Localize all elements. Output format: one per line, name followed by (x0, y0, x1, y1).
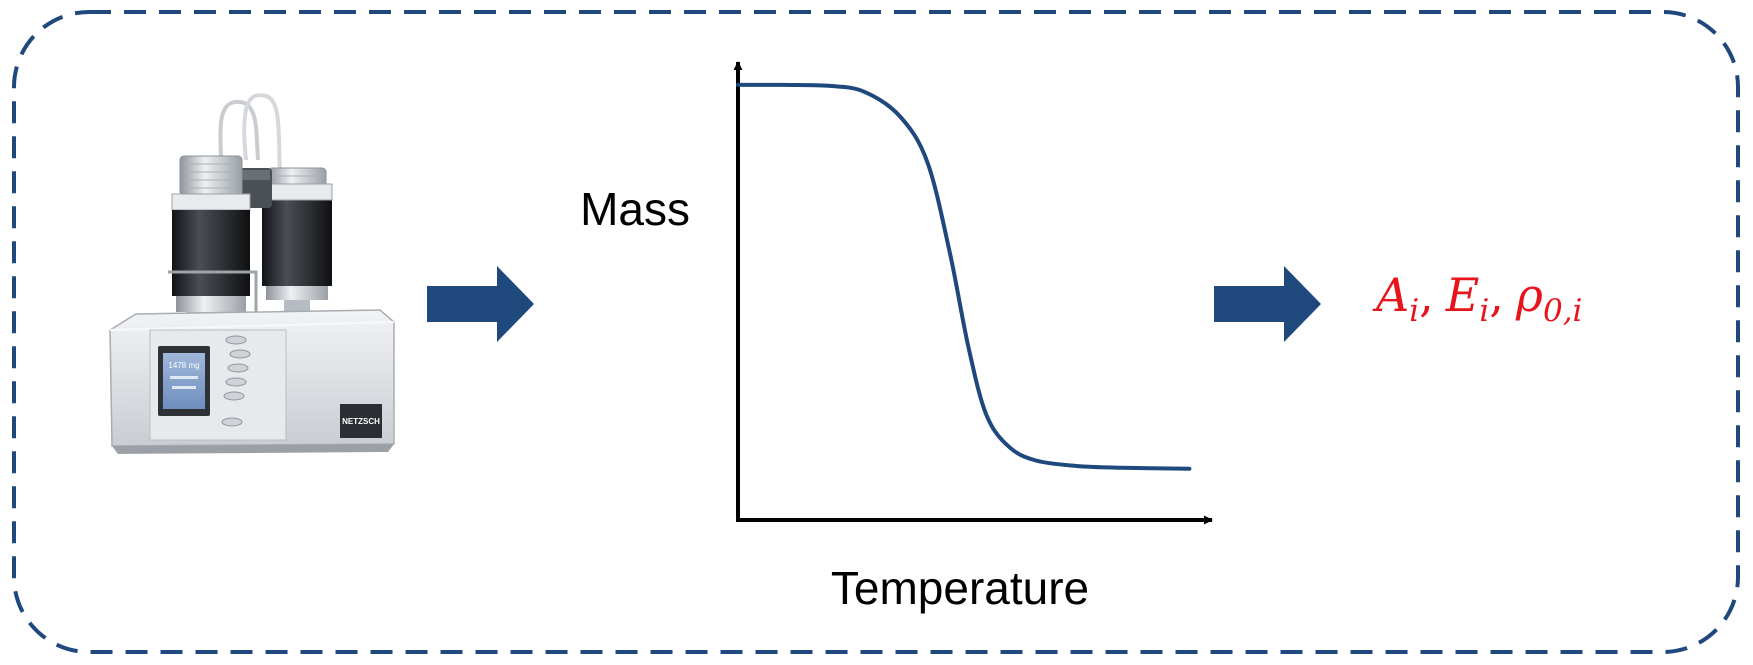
flow-arrow-2 (1214, 266, 1321, 342)
x-axis-label: Temperature (831, 562, 1089, 614)
flow-arrow-1 (427, 266, 534, 342)
param-subscript-1: i (1479, 293, 1489, 329)
mass-loss-curve-0 (736, 82, 1192, 471)
param-base-2: ρ (1515, 268, 1543, 322)
mass-temperature-chart: Mass Temperature (580, 61, 1213, 614)
param-separator-0: , (1419, 268, 1434, 322)
param-subscript-0: i (1409, 293, 1419, 329)
dashed-frame (12, 10, 1740, 654)
param-subscript-2: 0,i (1543, 293, 1583, 329)
screen-line-1: 1478 mg (168, 361, 199, 370)
param-base-0: A (1372, 268, 1409, 322)
brand-badge: NETZSCH (342, 417, 380, 426)
y-axis-label: Mass (580, 183, 690, 235)
thermogravimetric-analyzer-icon: 1478 mg NETZSCH (109, 93, 395, 454)
param-separator-1: , (1489, 268, 1504, 322)
kinetic-parameters: Ai, Ei, ρ0,i (1372, 268, 1582, 329)
param-base-1: E (1445, 268, 1480, 322)
